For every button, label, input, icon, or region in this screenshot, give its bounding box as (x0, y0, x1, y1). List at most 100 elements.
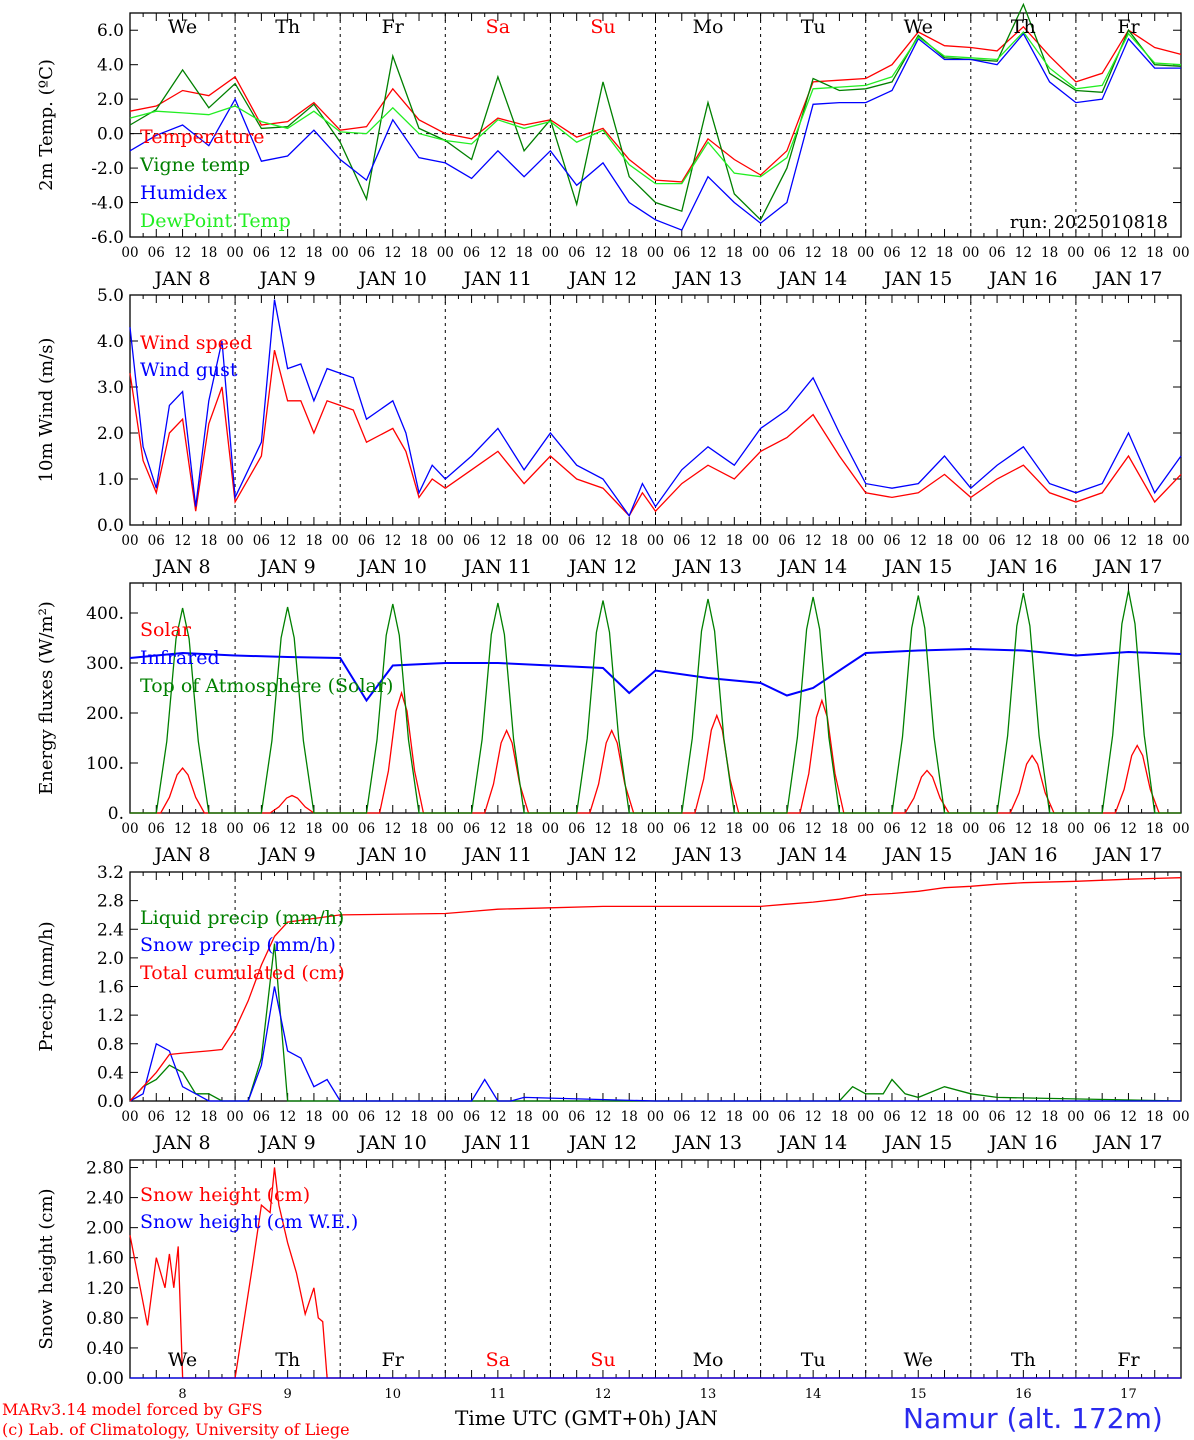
hour-tick-label: 06 (883, 245, 900, 261)
date-label: JAN 15 (882, 556, 952, 578)
hour-tick-label: 00 (857, 245, 874, 261)
hour-tick-label: 18 (410, 533, 427, 549)
weekday-label: Su (590, 1349, 615, 1371)
hour-tick-label: 06 (1094, 821, 1111, 837)
hour-tick-label: 06 (568, 245, 585, 261)
legend-entry: Temperature (140, 126, 264, 148)
y-axis-title: Snow height (cm) (36, 1188, 57, 1349)
weekday-label: Tu (801, 16, 826, 38)
y-tick-label: 0.00 (86, 1369, 124, 1389)
day-number-label: 8 (178, 1387, 186, 1402)
legend-entry: Humidex (140, 182, 227, 204)
hour-tick-label: 18 (726, 533, 743, 549)
weekday-label: Fr (382, 1349, 405, 1371)
date-label: JAN 13 (672, 844, 742, 866)
hour-tick-label: 00 (437, 821, 454, 837)
hour-tick-label: 06 (148, 533, 165, 549)
hour-tick-label: 12 (699, 821, 716, 837)
hour-tick-label: 00 (121, 821, 138, 837)
hour-tick-label: 00 (647, 533, 664, 549)
hour-tick-label: 18 (516, 245, 533, 261)
hour-tick-label: 06 (253, 821, 270, 837)
hour-tick-label: 06 (988, 245, 1005, 261)
y-tick-label: 2.00 (86, 1219, 124, 1239)
hour-tick-label: 00 (647, 245, 664, 261)
date-label: JAN 10 (357, 556, 427, 578)
weekday-label: We (904, 1349, 933, 1371)
hour-tick-label: 18 (1041, 821, 1058, 837)
hour-tick-label: 18 (516, 1109, 533, 1125)
hour-tick-label: 06 (148, 821, 165, 837)
hour-tick-label: 18 (200, 533, 217, 549)
hour-tick-label: 18 (1041, 245, 1058, 261)
hour-tick-label: 00 (542, 821, 559, 837)
weekday-label: Th (275, 1349, 300, 1371)
y-axis-title: Precip (mm/h) (36, 921, 57, 1051)
hour-tick-label: 00 (1172, 245, 1189, 261)
hour-tick-label: 00 (1067, 533, 1084, 549)
y-tick-label: 2.4 (97, 920, 124, 940)
day-number-label: 14 (805, 1387, 822, 1402)
hour-tick-label: 12 (489, 821, 506, 837)
hour-tick-label: 12 (1120, 245, 1137, 261)
hour-tick-label: 00 (752, 533, 769, 549)
hour-tick-label: 00 (1067, 245, 1084, 261)
hour-tick-label: 12 (594, 245, 611, 261)
hour-tick-label: 12 (384, 245, 401, 261)
hour-tick-label: 18 (621, 533, 638, 549)
y-tick-label: 4.0 (97, 56, 124, 76)
hour-tick-label: 12 (805, 533, 822, 549)
date-label: JAN 14 (777, 844, 847, 866)
hour-tick-label: 00 (647, 821, 664, 837)
date-label: JAN 9 (258, 268, 316, 290)
hour-tick-label: 12 (489, 1109, 506, 1125)
date-label: JAN 8 (153, 844, 211, 866)
hour-tick-label: 06 (148, 245, 165, 261)
hour-tick-label: 18 (200, 1109, 217, 1125)
series-line (129, 299, 1182, 518)
hour-tick-label: 12 (805, 1109, 822, 1125)
hour-tick-label: 06 (358, 821, 375, 837)
hour-tick-label: 00 (121, 1109, 138, 1125)
y-tick-label: -6.0 (91, 228, 124, 248)
date-label: JAN 17 (1092, 268, 1162, 290)
hour-tick-label: 18 (936, 533, 953, 549)
hour-tick-label: 00 (227, 245, 244, 261)
series-line (129, 986, 1181, 1102)
series-line (129, 30, 1182, 185)
date-label: JAN 14 (777, 1132, 847, 1154)
day-number-label: 12 (595, 1387, 612, 1402)
hour-tick-label: 12 (174, 821, 191, 837)
hour-tick-label: 12 (1015, 533, 1032, 549)
hour-tick-label: 00 (121, 245, 138, 261)
weekday-label: Th (1011, 1349, 1036, 1371)
series-line (129, 647, 1182, 703)
hour-tick-label: 12 (1120, 533, 1137, 549)
date-label: JAN 9 (258, 1132, 316, 1154)
hour-tick-label: 00 (962, 1109, 979, 1125)
hour-tick-label: 12 (384, 821, 401, 837)
y-tick-label: 1.60 (86, 1249, 124, 1269)
hour-tick-label: 12 (489, 245, 506, 261)
hour-tick-label: 06 (1094, 245, 1111, 261)
weekday-label: Tu (801, 1349, 826, 1371)
legend-entry: Top of Atmosphere (Solar) (140, 675, 393, 697)
hour-tick-label: 00 (752, 245, 769, 261)
hour-tick-label: 06 (463, 1109, 480, 1125)
hour-tick-label: 12 (1015, 821, 1032, 837)
day-number-label: 13 (700, 1387, 717, 1402)
date-label: JAN 16 (987, 1132, 1057, 1154)
hour-tick-label: 12 (1015, 245, 1032, 261)
hour-tick-label: 06 (568, 533, 585, 549)
hour-tick-label: 00 (332, 821, 349, 837)
hour-tick-label: 18 (726, 821, 743, 837)
hour-tick-label: 12 (805, 245, 822, 261)
hour-tick-label: 18 (516, 821, 533, 837)
y-tick-label: 1.6 (97, 978, 124, 998)
hour-tick-label: 12 (384, 1109, 401, 1125)
day-number-label: 11 (490, 1387, 507, 1402)
hour-tick-label: 12 (699, 1109, 716, 1125)
y-tick-label: 1.20 (86, 1279, 124, 1299)
y-tick-label: 2.0 (97, 90, 124, 110)
legend-entry: Snow height (cm) (140, 1184, 310, 1206)
